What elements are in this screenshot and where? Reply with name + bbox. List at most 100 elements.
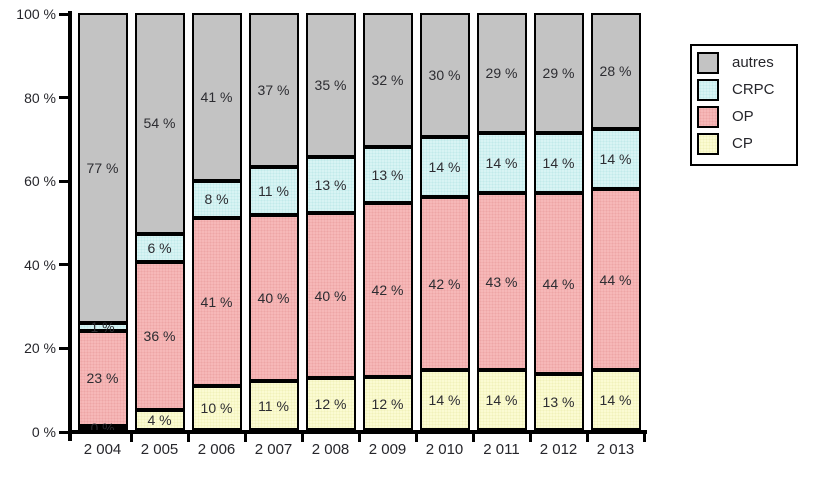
bar-segment-crpc: 6 % — [134, 233, 185, 262]
segment-label: 14 % — [485, 155, 518, 172]
x-axis-label: 2 010 — [425, 441, 464, 458]
x-tick — [414, 434, 418, 442]
bar-segment-autres: 37 % — [248, 12, 299, 167]
bar-segment-crpc: 14 % — [533, 133, 584, 194]
y-tick-label: 80 % — [24, 89, 56, 106]
bar-segment-crpc: 14 % — [419, 137, 470, 198]
stacked-bar: 0 % 23 % 1 % 77 % — [77, 13, 128, 436]
segment-label: 13 % — [371, 166, 404, 183]
segment-label: 43 % — [485, 273, 518, 290]
legend-swatch-autres — [697, 52, 719, 74]
y-tick — [59, 263, 69, 267]
bar-group: 12 % 42 % 13 % 32 % — [359, 13, 416, 430]
x-tick — [186, 434, 190, 442]
segment-label: 11 % — [258, 397, 289, 414]
bar-segment-op: 43 % — [476, 193, 527, 370]
bar-segment-op: 23 % — [77, 330, 128, 426]
legend-row: autres — [697, 52, 796, 74]
bar-segment-cp: 12 % — [362, 377, 413, 430]
legend-row: CP — [697, 133, 796, 155]
bar-segment-autres: 35 % — [305, 13, 356, 158]
segment-label: 13 % — [542, 393, 575, 410]
x-tick — [129, 434, 133, 442]
bar-group: 14 % 43 % 14 % 29 % — [473, 12, 530, 430]
stacked-bar: 10 % 41 % 8 % 41 % — [191, 13, 242, 430]
x-tick — [585, 434, 589, 442]
segment-label: 13 % — [314, 177, 347, 194]
bar-segment-op: 42 % — [419, 197, 470, 370]
segment-label: 12 % — [371, 395, 404, 412]
stacked-bar: 12 % 40 % 13 % 35 % — [305, 13, 356, 430]
x-axis-label: 2 006 — [197, 441, 236, 458]
bar-segment-cp: 13 % — [533, 373, 584, 430]
segment-label: 40 % — [257, 290, 290, 307]
stacked-bar: 4 % 36 % 6 % 54 % — [134, 12, 185, 430]
x-axis-label: 2 005 — [140, 441, 179, 458]
x-axis-label: 2 004 — [83, 441, 122, 458]
x-tick — [357, 434, 361, 442]
bar-segment-crpc: 11 % — [248, 166, 299, 216]
bar-group: 12 % 40 % 13 % 35 % — [302, 13, 359, 430]
segment-label: 6 % — [147, 239, 172, 256]
bar-segment-cp: 14 % — [419, 369, 470, 430]
bar-segment-cp: 14 % — [476, 369, 527, 430]
segment-label: 35 % — [314, 77, 347, 94]
segment-label: 14 % — [428, 159, 461, 176]
legend-row: OP — [697, 106, 796, 128]
segment-label: 14 % — [428, 391, 461, 408]
bar-segment-op: 44 % — [590, 189, 641, 370]
bar-group: 13 % 44 % 14 % 29 % — [530, 13, 587, 430]
x-axis-label: 2 009 — [368, 441, 407, 458]
bar-group: 11 % 40 % 11 % 37 % — [245, 12, 302, 430]
bar-segment-crpc: 14 % — [476, 133, 527, 194]
x-tick — [642, 434, 646, 442]
segment-label: 54 % — [143, 115, 176, 132]
segment-label: 41 % — [200, 89, 233, 106]
bar-segment-autres: 41 % — [191, 13, 242, 182]
y-tick-label: 20 % — [24, 340, 56, 357]
bar-segment-cp: 12 % — [305, 377, 356, 430]
bar-segment-cp: 14 % — [590, 369, 641, 430]
bar-segment-op: 40 % — [305, 213, 356, 378]
bar-segment-crpc: 14 % — [590, 129, 641, 190]
bar-segment-crpc: 1 % — [77, 319, 128, 335]
x-axis-label: 2 012 — [539, 441, 578, 458]
segment-label: 23 % — [86, 370, 119, 387]
segment-label: 32 % — [371, 71, 404, 88]
segment-label: 29 % — [542, 65, 575, 82]
legend-label: CP — [732, 135, 753, 152]
segment-label: 1 % — [90, 318, 115, 335]
bar-segment-autres: 29 % — [533, 13, 584, 134]
x-tick — [528, 434, 532, 442]
bar-segment-op: 41 % — [191, 217, 242, 386]
bar-group: 14 % 44 % 14 % 28 % — [587, 13, 644, 430]
y-axis-line — [68, 11, 72, 441]
stacked-bar: 14 % 44 % 14 % 28 % — [590, 13, 641, 430]
bar-segment-cp: 4 % — [134, 409, 185, 430]
bar-segment-crpc: 13 % — [305, 157, 356, 214]
bar-group: 0 % 23 % 1 % 77 % — [74, 13, 131, 436]
legend-swatch-crpc — [697, 79, 719, 101]
segment-label: 14 % — [599, 391, 632, 408]
bar-segment-op: 36 % — [134, 261, 185, 410]
segment-label: 37 % — [257, 81, 290, 98]
segment-label: 44 % — [599, 271, 632, 288]
legend-row: CRPC — [697, 79, 796, 101]
segment-label: 8 % — [204, 191, 229, 208]
segment-label: 40 % — [314, 287, 347, 304]
segment-label: 14 % — [485, 391, 518, 408]
legend-label: CRPC — [732, 81, 775, 98]
x-tick — [243, 434, 247, 442]
segment-label: 14 % — [542, 155, 575, 172]
segment-label: 11 % — [258, 183, 289, 200]
y-tick — [59, 179, 69, 183]
bar-group: 14 % 42 % 14 % 30 % — [416, 13, 473, 430]
bar-segment-crpc: 13 % — [362, 146, 413, 204]
segment-label: 41 % — [200, 293, 233, 310]
x-axis-label: 2 011 — [483, 441, 520, 458]
segment-label: 42 % — [428, 275, 461, 292]
segment-label: 44 % — [542, 275, 575, 292]
bar-group: 10 % 41 % 8 % 41 % — [188, 13, 245, 430]
segment-label: 42 % — [371, 282, 404, 299]
